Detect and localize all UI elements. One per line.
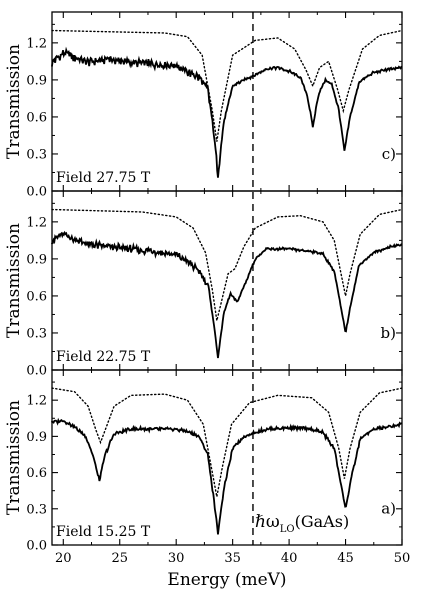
field-label: Field 15.25 T: [56, 524, 151, 540]
panel-frame: [51, 369, 403, 546]
y-tick-label: 1.2: [26, 36, 47, 51]
panel-c: 0.0 0.3 0.6 0.9 1.2 Field 27.75 T c): [26, 11, 403, 200]
panel-letter: b): [381, 324, 396, 342]
y-tick-label: 0.6: [26, 289, 47, 304]
y-tick-label: 0.9: [26, 430, 47, 445]
panel-frame: [51, 11, 403, 192]
series-dotted-line: [51, 387, 403, 497]
y-tick-label: 0.0: [26, 185, 47, 200]
panel-letter: a): [381, 500, 396, 518]
x-tick-label: 20: [55, 551, 72, 566]
y-tick-label: 0.3: [26, 502, 47, 517]
y-tick-label: 0.0: [26, 539, 47, 554]
x-tick-label: 45: [337, 551, 354, 566]
series-dotted-line: [51, 29, 403, 142]
y-tick-label: 1.2: [26, 215, 47, 230]
x-tick-label: 30: [168, 551, 185, 566]
y-tick-label: 1.2: [26, 394, 47, 409]
field-label: Field 22.75 T: [56, 349, 151, 365]
series-solid-line: [51, 230, 403, 359]
y-axis-title: Transmission: [4, 223, 24, 338]
panel-b: 0.0 0.3 0.6 0.9 1.2 Field 22.75 T b): [26, 190, 403, 379]
y-tick-label: 0.6: [26, 110, 47, 125]
panel-letter: c): [382, 145, 396, 163]
series-solid-line: [51, 46, 403, 178]
y-tick-label: 0.0: [26, 364, 47, 379]
x-tick-label: 35: [224, 551, 241, 566]
field-label: Field 27.75 T: [56, 170, 151, 186]
y-tick-label: 0.9: [26, 252, 47, 267]
x-axis-title: Energy (meV): [167, 570, 286, 590]
x-tick-label: 40: [281, 551, 298, 566]
y-axis-title: Transmission: [4, 400, 24, 515]
y-tick-label: 0.6: [26, 466, 47, 481]
series-solid-line: [51, 417, 403, 535]
y-tick-label: 0.3: [26, 326, 47, 341]
y-tick-label: 0.9: [26, 73, 47, 88]
y-axis-title: Transmission: [4, 44, 24, 159]
x-tick-label: 25: [111, 551, 128, 566]
y-tick-label: 0.3: [26, 147, 47, 162]
series-dotted-line: [51, 208, 403, 321]
x-tick-label: 50: [394, 551, 411, 566]
panel-a: 0.0 0.3 0.6 0.9 1.2 Field 15.25 T a): [26, 369, 403, 554]
lo-phonon-label: ℏωLO(GaAs): [255, 512, 349, 535]
